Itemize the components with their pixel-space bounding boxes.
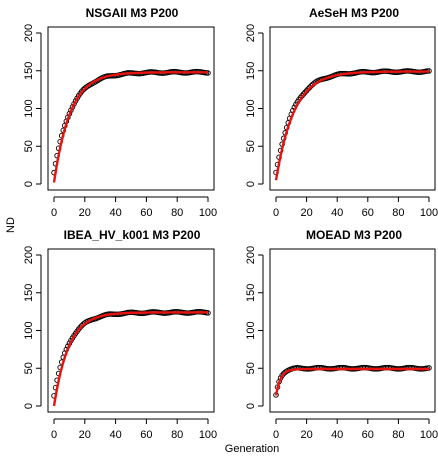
y-tick-label: 0 xyxy=(245,181,257,187)
x-axis-label: Generation xyxy=(225,443,279,455)
y-tick-label: 50 xyxy=(23,362,35,374)
fitted-curve xyxy=(52,71,208,183)
x-tick-label: 40 xyxy=(331,429,343,441)
x-tick-label: 100 xyxy=(199,207,217,219)
panel-moead: MOEAD M3 P200 0 50 100 150 200 0 20 40 60 80 100 xyxy=(245,228,438,441)
y-tick-label: 200 xyxy=(23,24,35,42)
x-tick-label: 60 xyxy=(362,429,374,441)
y-tick-label: 150 xyxy=(23,62,35,80)
y-tick-label: 0 xyxy=(23,181,35,187)
y-tick-label: 100 xyxy=(23,321,35,339)
y-tick-label: 50 xyxy=(23,140,35,152)
x-tick-label: 60 xyxy=(140,429,152,441)
x-tick-label: 0 xyxy=(273,429,279,441)
y-tick-label: 100 xyxy=(245,99,257,117)
panel-title: NSGAII M3 P200 xyxy=(86,6,179,20)
x-tick-label: 20 xyxy=(300,429,312,441)
panel-nsgaii: NSGAII M3 P200 0 50 100 150 200 0 20 40 60 80 100 xyxy=(23,6,217,219)
panel-title: MOEAD M3 P200 xyxy=(306,228,402,242)
x-tick-label: 40 xyxy=(109,207,121,219)
x-tick-label: 100 xyxy=(420,429,438,441)
y-tick-label: 150 xyxy=(23,284,35,302)
x-tick-label: 40 xyxy=(331,207,343,219)
plot-frame xyxy=(47,248,215,413)
x-tick-label: 20 xyxy=(300,207,312,219)
x-tick-label: 80 xyxy=(392,429,404,441)
fitted-curve xyxy=(274,367,429,396)
y-tick-label: 200 xyxy=(245,24,257,42)
y-tick-label: 200 xyxy=(245,246,257,264)
plot-frame xyxy=(269,248,436,413)
x-tick-label: 60 xyxy=(140,207,152,219)
fitted-curve xyxy=(274,70,429,181)
x-tick-label: 0 xyxy=(51,207,57,219)
y-tick-label: 150 xyxy=(245,284,257,302)
y-axis-label: ND xyxy=(5,217,17,233)
x-tick-label: 40 xyxy=(109,429,121,441)
y-tick-label: 100 xyxy=(23,99,35,117)
panel-aeseh: AeSeH M3 P200 0 50 100 150 200 0 20 40 60 80 100 xyxy=(245,6,438,219)
x-tick-label: 20 xyxy=(79,207,91,219)
x-tick-label: 20 xyxy=(79,429,91,441)
x-tick-label: 80 xyxy=(171,429,183,441)
panel-title: IBEA_HV_k001 M3 P200 xyxy=(64,228,201,242)
x-tick-label: 80 xyxy=(392,207,404,219)
y-tick-label: 50 xyxy=(245,140,257,152)
y-tick-label: 50 xyxy=(245,362,257,374)
y-tick-label: 200 xyxy=(23,246,35,264)
x-tick-label: 0 xyxy=(273,207,279,219)
x-tick-label: 100 xyxy=(199,429,217,441)
y-tick-label: 150 xyxy=(245,62,257,80)
y-tick-label: 0 xyxy=(245,403,257,409)
x-tick-label: 60 xyxy=(362,207,374,219)
plot-frame xyxy=(47,26,215,191)
panel-ibea-hv-k001: IBEA_HV_k001 M3 P200 0 50 100 150 200 0 20 40 60… xyxy=(23,228,217,441)
y-tick-label: 100 xyxy=(245,321,257,339)
x-tick-label: 80 xyxy=(171,207,183,219)
y-tick-label: 0 xyxy=(23,403,35,409)
fitted-curve xyxy=(52,311,208,407)
panel-title: AeSeH M3 P200 xyxy=(309,6,399,20)
plot-frame xyxy=(269,26,436,191)
x-tick-label: 100 xyxy=(420,207,438,219)
x-tick-label: 0 xyxy=(51,429,57,441)
